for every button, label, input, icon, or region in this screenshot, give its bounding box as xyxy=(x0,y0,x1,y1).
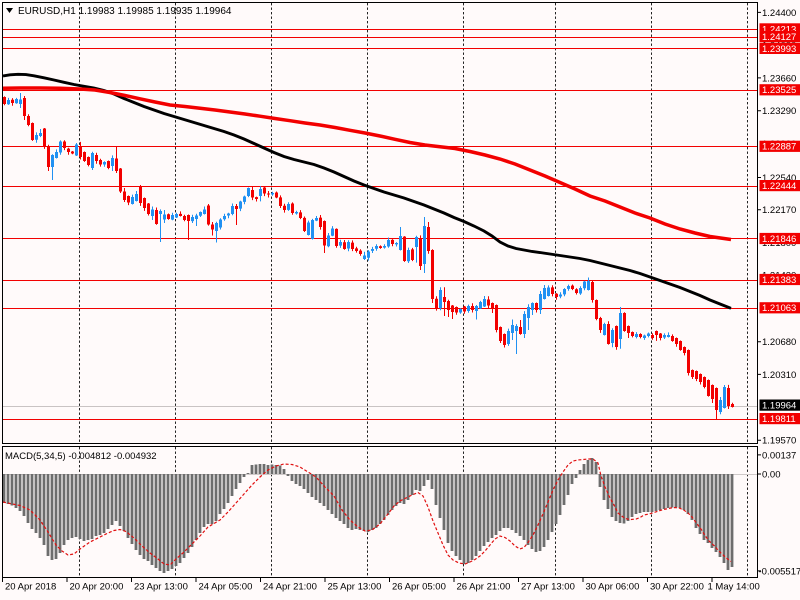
svg-text:1.21383: 1.21383 xyxy=(762,275,796,286)
svg-text:1.22540: 1.22540 xyxy=(762,173,796,184)
svg-text:1.22170: 1.22170 xyxy=(762,205,796,216)
svg-text:1.19964: 1.19964 xyxy=(762,401,796,412)
svg-text:1.23993: 1.23993 xyxy=(762,44,796,55)
svg-text:20 Apr 2018: 20 Apr 2018 xyxy=(5,582,56,593)
svg-text:1.21846: 1.21846 xyxy=(762,234,796,245)
svg-text:27 Apr 13:00: 27 Apr 13:00 xyxy=(521,582,575,593)
svg-text:-0.005517: -0.005517 xyxy=(759,566,800,577)
svg-text:20 Apr 20:00: 20 Apr 20:00 xyxy=(70,582,124,593)
svg-text:26 Apr 05:00: 26 Apr 05:00 xyxy=(392,582,446,593)
svg-text:1.23290: 1.23290 xyxy=(762,106,796,117)
svg-text:EURUSD,H1 1.19983 1.19985 1.1: EURUSD,H1 1.19983 1.19985 1.19935 1.1996… xyxy=(18,6,232,17)
svg-text:23 Apr 13:00: 23 Apr 13:00 xyxy=(134,582,188,593)
svg-text:26 Apr 21:00: 26 Apr 21:00 xyxy=(457,582,511,593)
svg-text:1.23525: 1.23525 xyxy=(762,85,796,96)
svg-text:1.22444: 1.22444 xyxy=(762,181,796,192)
svg-text:1.24400: 1.24400 xyxy=(762,8,796,19)
svg-text:24 Apr 21:00: 24 Apr 21:00 xyxy=(263,582,317,593)
svg-text:1.22887: 1.22887 xyxy=(762,142,796,153)
svg-text:1.23660: 1.23660 xyxy=(762,73,796,84)
svg-text:1.24127: 1.24127 xyxy=(762,32,796,43)
svg-text:1.20680: 1.20680 xyxy=(762,337,796,348)
svg-text:30 Apr 06:00: 30 Apr 06:00 xyxy=(586,582,640,593)
svg-text:30 Apr 22:00: 30 Apr 22:00 xyxy=(650,582,704,593)
svg-text:1.19570: 1.19570 xyxy=(762,436,796,447)
svg-text:1.20310: 1.20310 xyxy=(762,370,796,381)
svg-text:1.19811: 1.19811 xyxy=(762,414,796,425)
svg-text:24 Apr 05:00: 24 Apr 05:00 xyxy=(199,582,253,593)
svg-text:1 May 14:00: 1 May 14:00 xyxy=(708,582,760,593)
svg-text:0.00137: 0.00137 xyxy=(762,450,796,461)
svg-text:1.24213: 1.24213 xyxy=(762,24,796,35)
svg-text:MACD(5,34,5) -0.004812 -0.0049: MACD(5,34,5) -0.004812 -0.004932 xyxy=(5,451,157,462)
svg-text:25 Apr 13:00: 25 Apr 13:00 xyxy=(328,582,382,593)
svg-text:1.21063: 1.21063 xyxy=(762,303,796,314)
svg-text:0.00: 0.00 xyxy=(762,469,781,480)
